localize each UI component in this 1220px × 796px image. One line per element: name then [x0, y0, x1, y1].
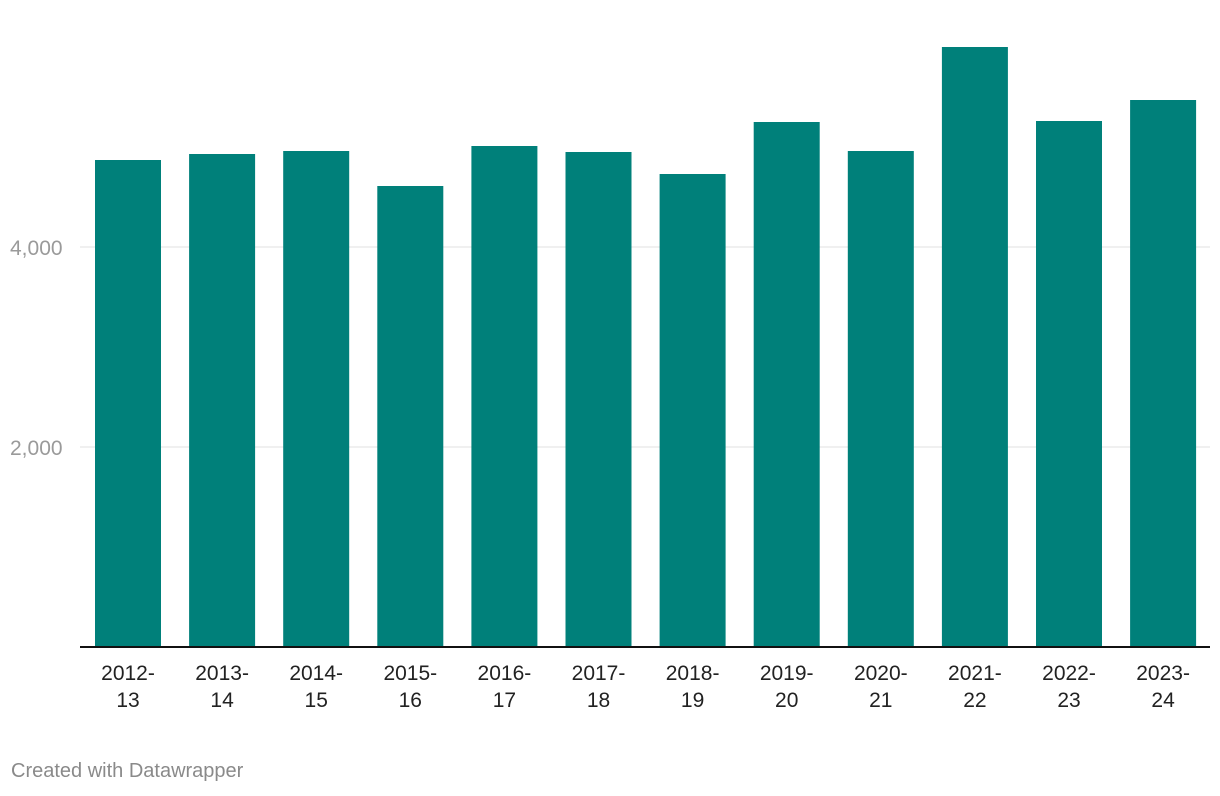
bar-9 — [941, 47, 1008, 647]
y-tick-label: 2,000 — [10, 437, 63, 460]
footer-credit: Created with Datawrapper — [11, 760, 244, 782]
bar-chart: 2,000 4,000 2012-13 2013-14 2014-15 2015-16 20… — [10, 47, 1210, 712]
x-tick-label: 2022-23 — [1042, 662, 1096, 712]
x-tick-label: 2023-24 — [1136, 662, 1190, 712]
x-tick-label: 2012-13 — [101, 662, 155, 712]
x-tick-label: 2021-22 — [948, 662, 1002, 712]
x-tick-label: 2019-20 — [760, 662, 814, 712]
bar-10 — [1036, 121, 1102, 647]
bar-4 — [471, 146, 538, 647]
x-tick-label: 2013-14 — [195, 662, 249, 712]
x-tick-label: 2016-17 — [478, 662, 532, 712]
bar-1 — [189, 154, 256, 647]
bar-11 — [1130, 100, 1197, 647]
bar-0 — [95, 160, 161, 647]
bar-8 — [847, 151, 914, 647]
bar-6 — [659, 174, 726, 647]
y-tick-label: 4,000 — [10, 237, 63, 260]
x-tick-label: 2018-19 — [666, 662, 720, 712]
bar-2 — [283, 151, 350, 647]
bar-7 — [753, 122, 820, 647]
bar-5 — [565, 152, 632, 647]
x-tick-label: 2014-15 — [289, 662, 343, 712]
bar-3 — [377, 186, 444, 647]
x-tick-label: 2017-18 — [572, 662, 626, 712]
x-tick-label: 2015-16 — [383, 662, 437, 712]
x-tick-label: 2020-21 — [854, 662, 908, 712]
